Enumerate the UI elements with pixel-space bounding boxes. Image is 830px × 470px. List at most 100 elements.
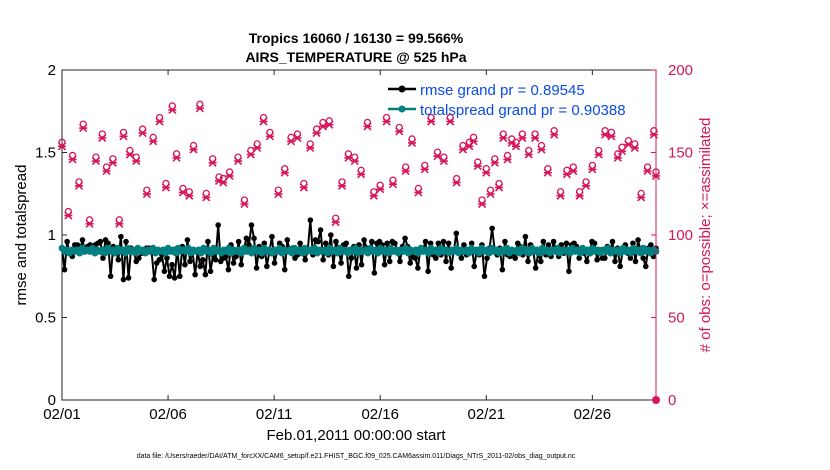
obs-point bbox=[637, 189, 646, 202]
obs-point bbox=[376, 181, 385, 194]
series-point bbox=[522, 233, 529, 240]
series-point bbox=[284, 237, 291, 243]
series-point bbox=[333, 238, 339, 245]
totalspread-series bbox=[58, 244, 660, 257]
series-point bbox=[612, 258, 618, 265]
obs-point bbox=[531, 130, 540, 143]
obs-point bbox=[265, 128, 274, 141]
series-point bbox=[215, 222, 221, 228]
series-point bbox=[402, 235, 408, 242]
series-point bbox=[338, 260, 344, 266]
x-tick-label: 02/11 bbox=[256, 406, 292, 423]
series-point bbox=[632, 258, 639, 265]
obs-point bbox=[556, 188, 565, 200]
series-point bbox=[156, 256, 163, 263]
series-point bbox=[489, 225, 495, 232]
series-point bbox=[253, 265, 260, 271]
series-point bbox=[353, 265, 360, 271]
legend: rmse grand pr = 0.89545 totalspread gran… bbox=[388, 82, 626, 119]
series-point bbox=[225, 266, 232, 273]
series-point bbox=[502, 238, 508, 245]
series-point bbox=[453, 230, 460, 237]
series-point bbox=[243, 235, 250, 242]
obs-point bbox=[240, 196, 249, 209]
obs-point bbox=[427, 113, 436, 126]
obs-point bbox=[569, 163, 578, 176]
obs-point bbox=[601, 127, 610, 139]
obs-point bbox=[543, 164, 552, 177]
obs-point bbox=[588, 161, 597, 174]
obs-point bbox=[132, 153, 141, 166]
series-point bbox=[422, 238, 429, 245]
series-point bbox=[307, 217, 314, 223]
series-point bbox=[381, 261, 388, 268]
series-point bbox=[115, 256, 122, 263]
series-point bbox=[136, 255, 142, 261]
series-point bbox=[484, 255, 490, 261]
obs-point bbox=[469, 133, 478, 146]
series-point bbox=[532, 265, 539, 271]
series-point bbox=[230, 260, 237, 266]
y2-tick-label: 0 bbox=[668, 392, 676, 409]
series-point bbox=[120, 276, 127, 283]
obs-point bbox=[115, 216, 124, 228]
series-point bbox=[348, 255, 355, 261]
series-point bbox=[151, 276, 157, 283]
obs-point bbox=[613, 150, 622, 162]
series-point bbox=[200, 256, 206, 263]
obs-point bbox=[382, 113, 391, 126]
obs-point bbox=[499, 130, 508, 143]
obs-point bbox=[524, 146, 533, 159]
series-point bbox=[100, 255, 106, 261]
legend-rmse-label: rmse grand pr = 0.89545 bbox=[420, 82, 585, 99]
obs-point bbox=[280, 164, 289, 177]
obs-point bbox=[350, 153, 359, 166]
series-point bbox=[264, 263, 270, 270]
series-point bbox=[207, 268, 214, 275]
tick-marks bbox=[61, 69, 656, 401]
series-point bbox=[123, 238, 129, 245]
series-point bbox=[248, 222, 255, 228]
y-tick-label: 2 bbox=[48, 62, 56, 79]
obs-point bbox=[325, 117, 334, 129]
series-point bbox=[550, 238, 557, 245]
series-point bbox=[435, 240, 442, 247]
obs-point bbox=[494, 179, 504, 192]
x-tick-label: 02/06 bbox=[149, 406, 187, 423]
y2-tick-label: 150 bbox=[668, 145, 693, 162]
series-point bbox=[261, 240, 268, 247]
obs-point bbox=[331, 214, 340, 227]
series-point bbox=[443, 258, 449, 265]
series-point bbox=[537, 258, 544, 265]
series-point bbox=[458, 255, 465, 261]
y2-tick-labels: 0 50 100 150 200 bbox=[668, 62, 693, 409]
obs-point bbox=[138, 125, 147, 138]
series-point bbox=[251, 235, 257, 242]
obs-point bbox=[208, 155, 217, 167]
series-point bbox=[609, 238, 616, 245]
obs-point bbox=[306, 140, 315, 152]
obs-point bbox=[189, 141, 198, 154]
obs-point bbox=[414, 184, 423, 197]
series-point bbox=[330, 263, 337, 270]
series-point bbox=[481, 273, 488, 280]
x-tick-label: 02/16 bbox=[361, 406, 399, 423]
obs-point bbox=[439, 153, 448, 166]
series-point bbox=[468, 240, 475, 247]
obs-point bbox=[168, 102, 177, 115]
obs-point bbox=[357, 166, 366, 179]
plot-area bbox=[61, 69, 657, 401]
obs-point bbox=[161, 179, 171, 192]
obs-point bbox=[64, 207, 73, 220]
series-point bbox=[584, 258, 590, 265]
obs-point bbox=[388, 176, 398, 189]
obs-point bbox=[125, 146, 134, 159]
obs-point bbox=[486, 186, 495, 199]
obs-point bbox=[433, 148, 442, 161]
obs-point bbox=[624, 136, 633, 149]
data-file-footer: data file: /Users/raeder/DAI/ATM_forcXX/… bbox=[137, 453, 576, 460]
y2-tick-label: 100 bbox=[668, 227, 693, 244]
obs-point bbox=[537, 141, 546, 154]
obs-point bbox=[253, 140, 262, 152]
series-point bbox=[648, 242, 654, 248]
